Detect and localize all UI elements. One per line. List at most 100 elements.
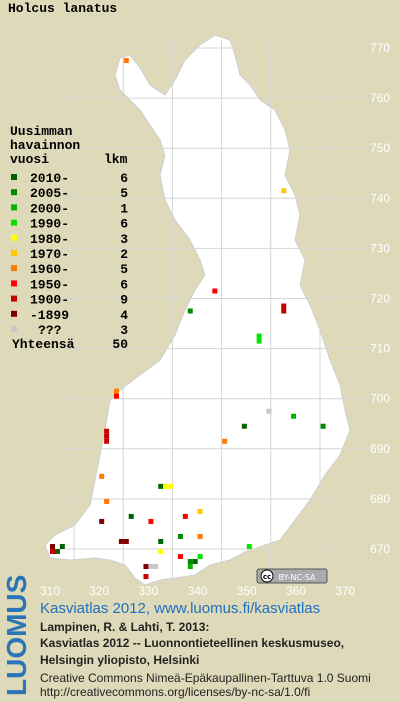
observation-square (158, 549, 164, 554)
observation-square (256, 333, 262, 339)
credit-line: Lampinen, R. & Lahti, T. 2013: (40, 620, 209, 634)
observation-square (113, 388, 119, 394)
legend-swatch (11, 189, 17, 196)
y-tick-label: 740 (370, 191, 390, 205)
legend-count: 5 (120, 262, 128, 277)
badge-frame (256, 568, 328, 584)
observation-square (143, 564, 149, 570)
legend-count: 4 (120, 308, 128, 323)
y-tick-label: 750 (370, 141, 390, 155)
observation-square (50, 543, 55, 549)
observation-square (266, 408, 272, 414)
observation-square (168, 483, 174, 489)
legend-swatch (11, 174, 17, 180)
legend-count: 6 (120, 277, 128, 292)
observation-square (123, 58, 129, 64)
observation-square (222, 438, 228, 444)
legend-label: 1980- (30, 232, 69, 247)
observation-square (177, 533, 183, 539)
x-tick-label: 330 (138, 584, 158, 598)
observation-square (246, 543, 252, 549)
x-tick-label: 320 (89, 584, 109, 598)
observation-square (148, 564, 154, 570)
observation-square (320, 423, 326, 429)
legend-swatch (11, 280, 17, 287)
observation-square (143, 574, 149, 580)
observation-square (281, 308, 287, 314)
y-tick-label: 770 (370, 41, 390, 55)
observation-square (113, 393, 119, 399)
observation-square (197, 508, 203, 514)
observation-square (281, 303, 287, 309)
legend-label: -1899 (30, 308, 69, 323)
observation-square (291, 413, 297, 419)
observation-square (104, 438, 110, 444)
observation-square (187, 559, 193, 565)
legend-count: 2 (120, 247, 128, 262)
legend-swatch (11, 250, 17, 256)
observation-square (54, 549, 60, 554)
legend-label: 1970- (30, 247, 69, 262)
y-tick-label: 720 (370, 292, 390, 306)
legend-swatch (11, 326, 17, 332)
legend-label: 2000- (30, 201, 69, 216)
observation-square (256, 338, 262, 344)
x-tick-label: 370 (335, 584, 355, 598)
observation-square (158, 538, 164, 544)
legend-heading: vuosi (10, 152, 49, 167)
logo: LUOMUS (1, 575, 32, 696)
legend-label: 1960- (30, 262, 69, 277)
legend-label: ??? (38, 323, 62, 338)
observation-square (177, 554, 183, 560)
observation-square (197, 533, 203, 539)
y-tick-label: 760 (370, 91, 390, 105)
x-tick-label: 340 (188, 584, 208, 598)
legend-heading: Uusimman (10, 124, 73, 139)
badge-cc: cc (263, 573, 271, 581)
observation-square (148, 518, 154, 524)
badge-text: BY-NC-SA (278, 573, 316, 582)
observation-square (104, 498, 110, 504)
y-tick-label: 680 (370, 492, 390, 506)
legend-count: 5 (120, 186, 128, 201)
license-line: Creative Commons Nimeä-Epäkaupallinen-Ta… (40, 671, 371, 685)
x-tick-label: 360 (286, 584, 306, 598)
badge-icon (260, 569, 274, 583)
observation-square (128, 513, 134, 519)
credit-line: Kasviatlas 2012 -- Luonnontieteellinen k… (40, 636, 344, 650)
credit-line: Helsingin yliopisto, Helsinki (40, 653, 199, 667)
legend-heading: havainnon (10, 138, 80, 153)
legend-label: 2010- (30, 171, 69, 186)
legend-swatch (11, 310, 17, 317)
observation-square (104, 433, 110, 439)
legend-count: 3 (120, 323, 128, 338)
total-label: Yhteensä (12, 337, 75, 352)
observation-square (281, 188, 287, 194)
license-badge: cc BY-NC-SA (256, 568, 328, 584)
observation-square (104, 428, 110, 434)
legend-label: 2005- (30, 186, 69, 201)
legend-count-heading: lkm (104, 152, 128, 167)
observation-square (192, 559, 198, 565)
observation-square (241, 423, 247, 429)
x-tick-label: 350 (237, 584, 257, 598)
legend-swatch (11, 295, 17, 302)
observation-square (187, 308, 193, 314)
species-title: Holcus lanatus (8, 1, 117, 16)
observation-square (123, 538, 129, 544)
observation-square (163, 483, 169, 489)
y-tick-label: 710 (370, 342, 390, 356)
observation-square (118, 538, 124, 544)
legend-swatch (11, 204, 17, 211)
legend-count: 6 (120, 217, 128, 232)
legend-swatch (11, 219, 17, 226)
observation-square (153, 564, 159, 570)
observation-square (99, 473, 105, 479)
observation-square (59, 543, 65, 549)
observation-square (158, 483, 164, 489)
license-url: http://creativecommons.org/licenses/by-n… (40, 685, 310, 699)
y-tick-label: 690 (370, 442, 390, 456)
legend-count: 3 (120, 232, 128, 247)
observation-square (182, 513, 188, 519)
